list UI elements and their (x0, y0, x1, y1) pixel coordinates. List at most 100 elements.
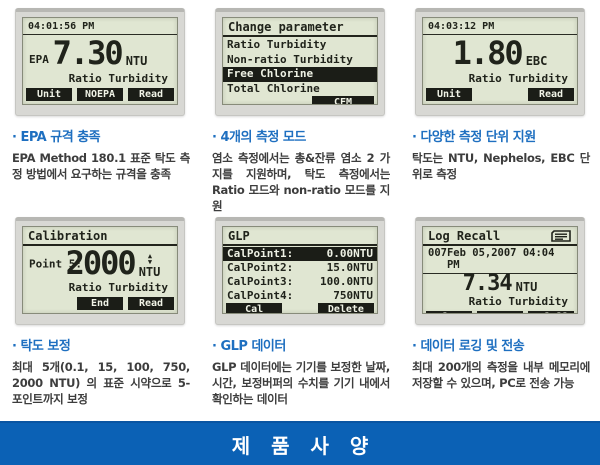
mode-readout: Ratio Turbidity (68, 72, 168, 85)
lcd-screen-glp: GLP CalPoint1: 0.00NTU CalPoint2: 15.0NT… (222, 226, 378, 314)
feature-card-calibration: Calibration Point 5: 2000 ▲ ▼ NTU Ratio T… (0, 209, 200, 421)
unit-label: NTU (125, 53, 148, 68)
epa-mode-label: EPA (29, 53, 49, 66)
menu-item-free-chlorine[interactable]: Free Chlorine (223, 67, 377, 82)
caption-epa: · EPA 규격 충족 EPA Method 180.1 표준 탁도 측정 방법… (8, 116, 192, 182)
clock-readout: 04:01:56 PM (23, 18, 177, 35)
softkey-spacer (477, 88, 523, 101)
read-button[interactable]: Read (128, 88, 174, 101)
screen-title-text: Log Recall (428, 229, 501, 243)
memory-card-icon (551, 230, 571, 242)
screen-title-text: Calibration (28, 229, 108, 243)
cal-point-label: Point 5: (29, 257, 82, 270)
screen-title-text: Change parameter (228, 20, 344, 34)
meter-device-calibration: Calibration Point 5: 2000 ▲ ▼ NTU Ratio T… (15, 217, 185, 325)
caption-body: GLP 데이터에는 기기를 보정한 날짜, 시간, 보정버퍼의 수치를 기기 내… (212, 360, 390, 407)
feature-card-glp: GLP CalPoint1: 0.00NTU CalPoint2: 15.0NT… (200, 209, 400, 421)
glp-row-value: 100.0NTU (320, 275, 373, 288)
parameter-menu: Ratio Turbidity Non-ratio Turbidity Free… (223, 37, 377, 96)
screen-title: GLP (223, 227, 377, 246)
softkey-spacer (26, 297, 72, 310)
unit-button[interactable]: Unit (26, 88, 72, 101)
screen-title: Change parameter (223, 18, 377, 37)
read-button[interactable]: Read (528, 88, 574, 101)
lcd-screen-ebc: 04:03:12 PM 1.80 EBC Ratio Turbidity Uni… (422, 17, 578, 105)
measurement-area: EPA 7.30 NTU (23, 35, 177, 72)
unit-label: NTU (515, 279, 538, 294)
meter-device-log: Log Recall 007 Feb 05,2007 04:04 PM (415, 217, 585, 325)
caption-body: 최대 5개(0.1, 15, 100, 750, 2000 NTU) 의 표준 … (12, 360, 190, 407)
cfm-button[interactable]: CFM (312, 96, 374, 104)
caption-heading: · 탁도 보정 (12, 339, 71, 354)
delall-button[interactable]: DelAll (528, 310, 574, 313)
caption-heading: · 데이터 로깅 및 전송 (412, 339, 525, 354)
glp-row-value: 0.00NTU (326, 247, 373, 260)
noepa-button[interactable]: NOEPA (77, 88, 123, 101)
menu-item-nonratio-turbidity[interactable]: Non-ratio Turbidity (227, 52, 353, 66)
feature-card-logging: Log Recall 007 Feb 05,2007 04:04 PM (400, 209, 600, 421)
caption-body: 염소 측정에서는 총&잔류 염소 2 가지를 지원하며, 탁도 측정에서는 Ra… (212, 151, 390, 214)
meter-device-glp: GLP CalPoint1: 0.00NTU CalPoint2: 15.0NT… (215, 217, 385, 325)
feature-row-2: Calibration Point 5: 2000 ▲ ▼ NTU Ratio T… (0, 209, 600, 421)
caption-heading: · GLP 데이터 (212, 339, 286, 354)
caption-heading: · EPA 규격 충족 (12, 130, 101, 145)
unit-label: EBC (525, 53, 548, 68)
logged-value: 7.34 (462, 271, 513, 296)
caption-body: EPA Method 180.1 표준 탁도 측정 방법에서 요구하는 규격을 … (12, 151, 190, 182)
unit-button[interactable]: Unit (426, 88, 472, 101)
feature-card-units: 04:03:12 PM 1.80 EBC Ratio Turbidity Uni… (400, 0, 600, 214)
cal-button[interactable]: Cal (226, 303, 283, 313)
measurement-area: Point 5: 2000 ▲ ▼ NTU (23, 246, 177, 281)
unit-label: NTU (138, 264, 161, 279)
softkey-spacer (287, 303, 313, 313)
meter-device-menu: Change parameter Ratio Turbidity Non-rat… (215, 8, 385, 116)
softkey-bar: CFM (223, 96, 377, 104)
glp-row-label: CalPoint4: (227, 289, 294, 302)
caption-heading: · 다양한 측정 단위 지원 (412, 130, 536, 145)
softkey-bar: Unit Read (423, 88, 577, 104)
measurement-value: 7.30 (52, 34, 124, 73)
menu-item-ratio-turbidity[interactable]: Ratio Turbidity (227, 38, 327, 51)
cal-standard-value: 2000 (65, 244, 137, 283)
lcd-screen-log: Log Recall 007 Feb 05,2007 04:04 PM (422, 226, 578, 314)
softkey-bar: Unit NOEPA Read (23, 88, 177, 104)
screen-title-text: GLP (228, 229, 250, 243)
clock-readout: 04:03:12 PM (423, 18, 577, 35)
caption-units: · 다양한 측정 단위 지원 탁도는 NTU, Nephelos, EBC 단위… (408, 116, 592, 182)
caption-glp: · GLP 데이터 GLP 데이터에는 기기를 보정한 날짜, 시간, 보정버퍼… (208, 325, 392, 407)
glp-row-value: 15.0NTU (326, 261, 373, 274)
caption-modes: · 4개의 측정 모드 염소 측정에서는 총&잔류 염소 2 가지를 지원하며,… (208, 116, 392, 214)
glp-row-calpoint1[interactable]: CalPoint1: 0.00NTU (223, 247, 377, 261)
measurement-value: 1.80 (452, 34, 524, 73)
glp-row-calpoint2[interactable]: CalPoint2: 15.0NTU (223, 261, 377, 275)
measurement-area: 1.80 EBC (423, 35, 577, 72)
screen-title: Calibration (23, 227, 177, 246)
measurement-area: 7.34 NTU (423, 271, 577, 296)
log-datetime: Feb 05,2007 04:04 PM (446, 247, 555, 271)
caption-heading: · 4개의 측정 모드 (212, 130, 306, 145)
glp-row-value: 750NTU (333, 289, 373, 302)
read-button[interactable]: Read (128, 297, 174, 310)
glp-row-calpoint4[interactable]: CalPoint4: 750NTU (223, 289, 377, 303)
delete-button[interactable]: Delete (317, 303, 374, 313)
softkey-bar: Cal Delete (223, 303, 377, 313)
lcd-screen-epa: 04:01:56 PM EPA 7.30 NTU Ratio Turbidity… (22, 17, 178, 105)
glp-row-calpoint3[interactable]: CalPoint3: 100.0NTU (223, 275, 377, 289)
menu-item-total-chlorine[interactable]: Total Chlorine (227, 81, 320, 95)
softkey-bar: Delete EPA DelAll (423, 310, 577, 313)
section-banner-title: 제 품 사 양 (231, 433, 376, 458)
glp-row-label: CalPoint2: (227, 261, 294, 274)
caption-body: 최대 200개의 측정을 내부 메모리에 저장할 수 있으며, PC로 전송 가… (412, 360, 590, 391)
epa-button[interactable]: EPA (477, 310, 523, 313)
up-down-arrows-icon[interactable]: ▲ ▼ (147, 251, 152, 266)
glp-row-label: CalPoint1: (227, 247, 294, 260)
caption-logging: · 데이터 로깅 및 전송 최대 200개의 측정을 내부 메모리에 저장할 수… (408, 325, 592, 391)
delete-button[interactable]: Delete (426, 310, 472, 313)
screen-title: Log Recall (423, 227, 577, 246)
feature-card-modes: Change parameter Ratio Turbidity Non-rat… (200, 0, 400, 214)
glp-row-label: CalPoint3: (227, 275, 294, 288)
meter-device-epa: 04:01:56 PM EPA 7.30 NTU Ratio Turbidity… (15, 8, 185, 116)
end-button[interactable]: End (77, 297, 123, 310)
section-banner: 제 품 사 양 (0, 421, 600, 465)
